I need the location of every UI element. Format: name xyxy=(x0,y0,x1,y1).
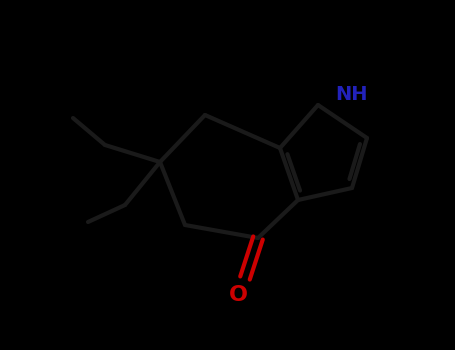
Text: O: O xyxy=(228,285,248,305)
Text: NH: NH xyxy=(335,85,368,105)
